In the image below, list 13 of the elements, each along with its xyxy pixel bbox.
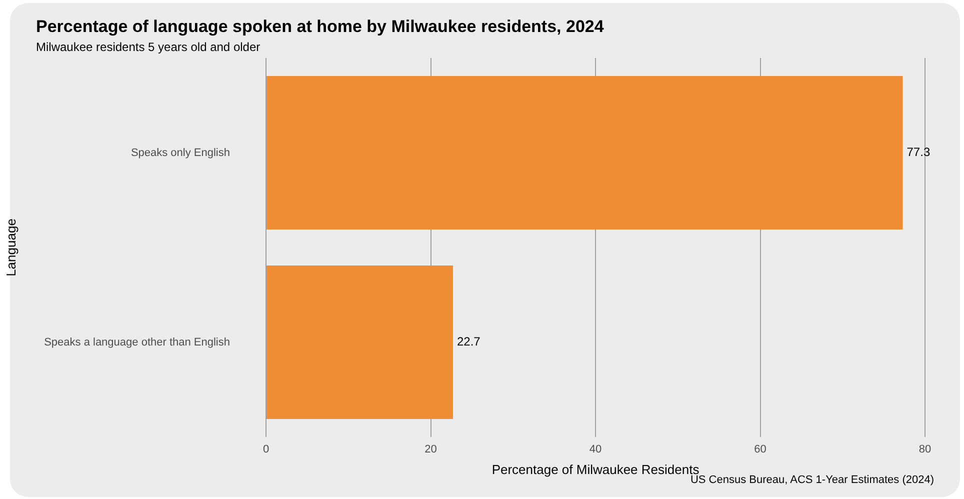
- y-tick-label: Speaks a language other than English: [44, 336, 230, 348]
- y-tick-label: Speaks only English: [130, 146, 230, 159]
- text: US Census Bureau, ACS 1-Year Estimates (2024): [690, 474, 934, 486]
- text: Milwaukee residents 5 years old and older: [36, 40, 260, 54]
- x-tick-label: 0: [262, 444, 270, 456]
- x-tick-label: 20: [424, 444, 437, 456]
- chart-title: Percentage of language spoken at home by Milwaukee residents, 2024: [36, 17, 604, 37]
- x-tick-label: 60: [754, 444, 766, 456]
- data-label: 77.3: [906, 145, 930, 160]
- y-axis-title: Language: [3, 218, 18, 276]
- data-label: 22.7: [456, 334, 481, 349]
- x-tick-label: 40: [589, 444, 602, 456]
- x-tick-label: 80: [918, 444, 932, 456]
